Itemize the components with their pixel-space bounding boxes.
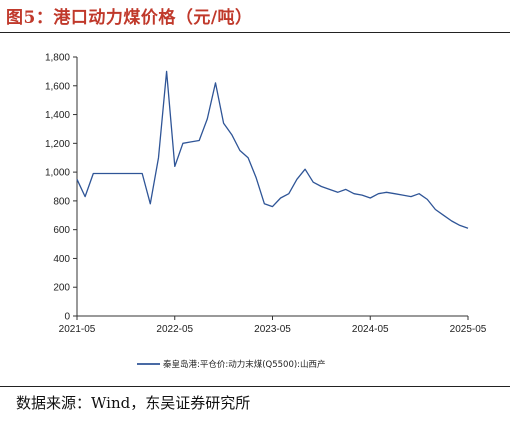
series-line (76, 70, 469, 229)
x-ticks: 2021-05 2022-05 2023-05 2024-05 2025-05 (59, 316, 487, 335)
y-tick-label: 200 (53, 283, 70, 294)
y-tick-label: 1,600 (45, 81, 70, 92)
y-tick-label: 1,000 (45, 168, 70, 179)
x-tick-label: 2025-05 (450, 324, 487, 335)
x-tick-label: 2024-05 (352, 324, 389, 335)
y-tick-label: 1,200 (45, 139, 70, 150)
x-tick-label: 2021-05 (59, 324, 96, 335)
legend: 秦皇岛港:平仓价:动力末煤(Q5500):山西产 (137, 359, 326, 370)
y-ticks: 0 200 400 600 800 1,000 1,200 1,400 1,600 1,800 (45, 53, 77, 323)
top-rule (0, 32, 510, 33)
line-chart: 0 200 400 600 800 1,000 1,200 1,400 1,600 1,800 2… (45, 53, 487, 371)
y-tick-label: 400 (53, 254, 70, 265)
x-tick-label: 2023-05 (254, 324, 291, 335)
legend-label: 秦皇岛港:平仓价:动力末煤(Q5500):山西产 (163, 359, 326, 370)
axes (76, 57, 468, 317)
figure-title: 图5：港口动力煤价格（元/吨） (6, 8, 253, 28)
x-tick-label: 2022-05 (156, 324, 193, 335)
source-note: 数据来源：Wind，东吴证券研究所 (16, 394, 251, 412)
series-group (76, 70, 469, 229)
y-tick-label: 600 (53, 225, 70, 236)
bottom-rule (0, 386, 510, 387)
y-tick-label: 1,800 (45, 53, 70, 64)
y-tick-label: 0 (64, 312, 70, 323)
y-tick-label: 800 (53, 196, 70, 207)
y-tick-label: 1,400 (45, 110, 70, 121)
